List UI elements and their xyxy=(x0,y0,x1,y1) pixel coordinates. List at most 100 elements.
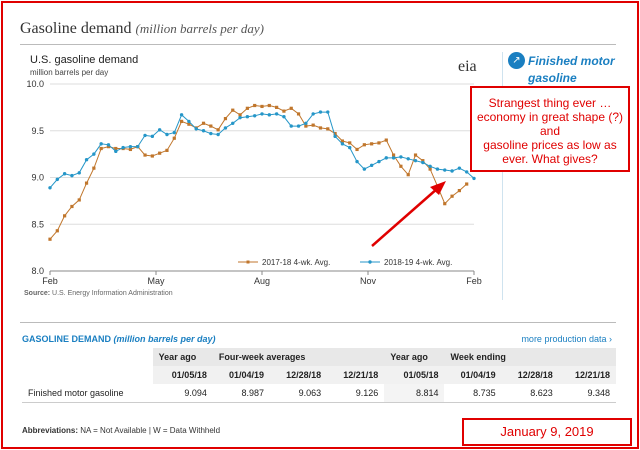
data-point xyxy=(48,186,52,190)
data-point xyxy=(421,160,425,165)
table-cell: 9.126 xyxy=(327,384,385,403)
data-point xyxy=(450,194,454,198)
data-point xyxy=(106,145,111,149)
data-point xyxy=(128,144,133,149)
data-point xyxy=(216,132,220,137)
data-point xyxy=(194,127,198,131)
data-point xyxy=(318,126,323,130)
data-point xyxy=(311,112,315,116)
table-date-header-row: 01/05/18 01/04/19 12/28/18 12/21/18 01/0… xyxy=(22,366,616,384)
eia-logo[interactable]: eia xyxy=(458,58,477,75)
chart-line-icon: ↗ xyxy=(508,52,525,69)
data-point xyxy=(172,130,176,135)
col-four-week-averages: Four-week averages xyxy=(212,348,385,366)
data-point xyxy=(377,141,381,145)
data-point xyxy=(355,159,359,164)
data-point xyxy=(296,124,301,128)
data-point xyxy=(413,158,418,163)
data-point xyxy=(201,129,206,133)
more-production-data-link[interactable]: more production data › xyxy=(521,334,612,344)
page-title: Gasoline demand (million barrels per day… xyxy=(20,20,264,37)
row-label: Finished motor gasoline xyxy=(22,384,153,403)
chart-title: U.S. gasoline demand xyxy=(30,54,139,66)
title-divider xyxy=(20,44,616,45)
table-cell: 8.987 xyxy=(212,384,270,403)
data-point xyxy=(252,114,257,118)
data-point xyxy=(318,110,323,114)
data-point xyxy=(231,108,235,112)
y-tick-label: 8.5 xyxy=(31,219,44,229)
data-point xyxy=(282,115,286,119)
data-point xyxy=(289,124,293,128)
data-point xyxy=(267,103,271,108)
data-point xyxy=(114,149,118,154)
data-point xyxy=(384,156,388,160)
data-point xyxy=(121,145,125,150)
finished-motor-gasoline-link[interactable]: Finished motor gasoline xyxy=(528,54,615,85)
data-point xyxy=(260,104,264,109)
data-point xyxy=(63,214,67,218)
data-point xyxy=(333,134,337,139)
data-point xyxy=(150,134,155,139)
date-header: 01/04/19 xyxy=(444,366,502,384)
section-divider xyxy=(20,322,616,323)
data-point xyxy=(370,142,374,146)
date-header: 12/21/18 xyxy=(327,366,385,384)
date-header: 12/28/18 xyxy=(501,366,559,384)
data-point xyxy=(99,142,103,146)
data-point xyxy=(179,113,184,117)
data-point xyxy=(216,128,220,132)
data-point xyxy=(421,159,425,163)
data-point xyxy=(179,119,184,123)
data-point xyxy=(99,146,103,151)
x-tick-label: May xyxy=(147,276,165,286)
data-point xyxy=(223,116,228,121)
col-year-ago: Year ago xyxy=(152,348,213,366)
data-point xyxy=(443,202,447,206)
x-tick-label: Nov xyxy=(360,276,377,286)
data-point xyxy=(165,148,169,152)
annotation-arrowhead xyxy=(430,181,446,195)
data-point xyxy=(70,173,74,178)
series-line-1 xyxy=(49,104,468,240)
data-point xyxy=(296,112,301,116)
x-tick-label: Aug xyxy=(254,276,270,286)
data-point xyxy=(399,164,403,168)
date-header: 01/05/18 xyxy=(384,366,445,384)
source-note: Source: U.S. Energy Information Administ… xyxy=(24,290,173,297)
table-cell: 8.623 xyxy=(501,384,559,403)
table-title: GASOLINE DEMAND (million barrels per day… xyxy=(22,334,216,344)
data-point xyxy=(201,121,206,125)
data-point xyxy=(260,112,264,116)
data-point xyxy=(84,158,89,162)
x-tick-label: Feb xyxy=(466,276,482,286)
y-tick-label: 9.5 xyxy=(31,126,44,136)
data-point xyxy=(399,155,403,159)
data-point xyxy=(465,182,469,186)
data-point xyxy=(443,168,447,172)
data-point xyxy=(289,106,293,110)
gasoline-demand-table: Year ago Four-week averages Year ago Wee… xyxy=(22,348,616,403)
data-point xyxy=(165,132,169,137)
table-row: Finished motor gasoline 9.094 8.987 9.06… xyxy=(22,384,616,403)
data-point xyxy=(464,170,469,174)
y-tick-label: 10.0 xyxy=(26,79,44,89)
data-point xyxy=(406,157,410,161)
data-point xyxy=(253,103,257,108)
data-point xyxy=(450,169,454,173)
data-point xyxy=(158,151,162,155)
data-point xyxy=(274,112,279,116)
data-point xyxy=(377,159,381,164)
col-year-ago-2: Year ago xyxy=(384,348,445,366)
y-tick-label: 8.0 xyxy=(31,266,44,276)
chart-y-unit: million barrels per day xyxy=(30,68,109,77)
data-point xyxy=(267,113,272,117)
date-header: 12/28/18 xyxy=(270,366,328,384)
data-point xyxy=(457,166,462,170)
data-point xyxy=(187,119,191,124)
data-point xyxy=(326,110,330,114)
table-cell: 9.063 xyxy=(270,384,328,403)
data-point xyxy=(457,188,461,193)
series-line-2 xyxy=(49,111,475,189)
